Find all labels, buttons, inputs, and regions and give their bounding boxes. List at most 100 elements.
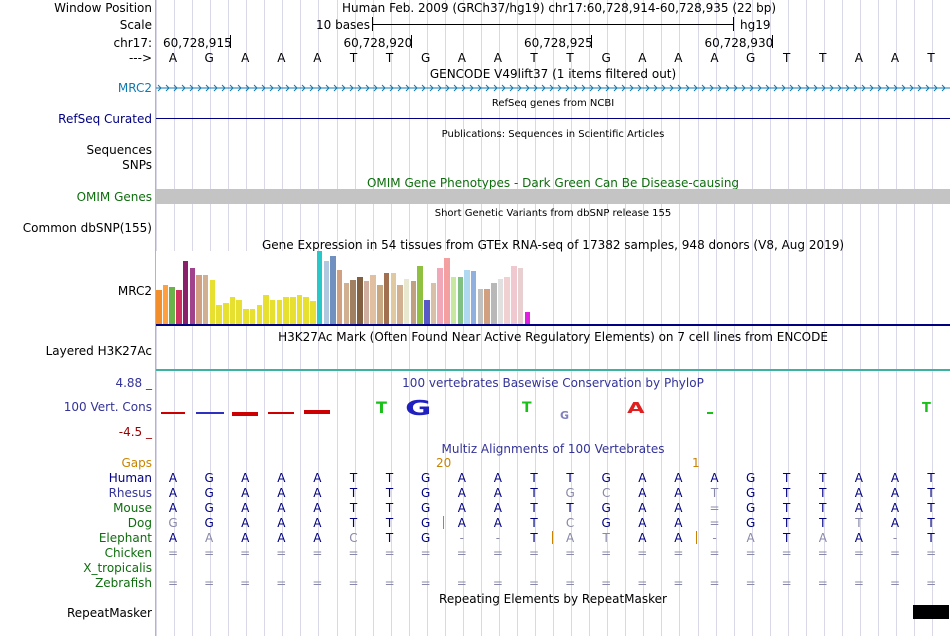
- gtex-tissue-bar[interactable]: [296, 294, 303, 324]
- multiz-track-title[interactable]: Multiz Alignments of 100 Vertebrates: [441, 442, 665, 456]
- conservation-logo[interactable]: T G T G A T: [156, 396, 950, 426]
- gtex-tissue-bar[interactable]: [276, 299, 283, 324]
- gtex-tissue-bar[interactable]: [524, 312, 530, 324]
- gtex-tissue-bar[interactable]: [403, 279, 410, 324]
- species-label-chicken[interactable]: Chicken: [104, 546, 152, 560]
- repeatmasker-track-label[interactable]: RepeatMasker: [66, 606, 152, 620]
- gtex-tissue-bar[interactable]: [397, 285, 403, 324]
- gtex-tissue-bar[interactable]: [470, 271, 477, 324]
- gtex-track-title[interactable]: Gene Expression in 54 tissues from GTEx …: [261, 238, 845, 252]
- aligned-base: G: [204, 501, 214, 515]
- aligned-base: C: [349, 531, 358, 545]
- conservation-track-label[interactable]: 100 Vert. Cons: [63, 400, 152, 414]
- position-tick-label: 60,728,925: [524, 36, 593, 50]
- gtex-tissue-bar[interactable]: [357, 277, 363, 324]
- publications-track-title[interactable]: Publications: Sequences in Scientific Ar…: [441, 129, 665, 140]
- gtex-tissue-bar[interactable]: [162, 285, 169, 324]
- species-label-elephant[interactable]: Elephant: [98, 531, 152, 545]
- cons-letter-a: A: [627, 399, 645, 417]
- species-label-dog[interactable]: Dog: [127, 516, 152, 530]
- gtex-tissue-bar[interactable]: [464, 270, 470, 324]
- gtex-tissue-bar[interactable]: [484, 288, 490, 324]
- gtex-tissue-bar[interactable]: [209, 280, 216, 324]
- gtex-tissue-bar[interactable]: [363, 281, 370, 324]
- aligned-base: A: [638, 516, 647, 530]
- gtex-tissue-bar[interactable]: [236, 299, 242, 324]
- gtex-tissue-bar[interactable]: [450, 277, 457, 324]
- gtex-tissue-bar[interactable]: [504, 277, 510, 324]
- repeatmasker-track-title[interactable]: Repeating Elements by RepeatMasker: [439, 592, 667, 606]
- gtex-tissue-bar[interactable]: [156, 289, 162, 324]
- aligned-base: A: [674, 501, 683, 515]
- gtex-tissue-bar[interactable]: [370, 275, 376, 324]
- gtex-tissue-bar[interactable]: [310, 300, 316, 324]
- gtex-tissue-bar[interactable]: [497, 279, 504, 324]
- gtex-tissue-bar[interactable]: [176, 289, 182, 324]
- gtex-tissue-bar[interactable]: [243, 309, 249, 324]
- omim-track-label[interactable]: OMIM Genes: [76, 190, 152, 204]
- gtex-tissue-bar[interactable]: [202, 275, 209, 324]
- gtex-tissue-bar[interactable]: [182, 260, 189, 324]
- gtex-tissue-bar[interactable]: [323, 260, 329, 324]
- gtex-tissue-bar[interactable]: [249, 309, 256, 324]
- gtex-tissue-bar[interactable]: [263, 294, 269, 324]
- sequences-track-label[interactable]: Sequences: [86, 143, 152, 157]
- gtex-tissue-bar[interactable]: [511, 265, 517, 324]
- species-label-rhesus[interactable]: Rhesus: [108, 486, 152, 500]
- gtex-tissue-bar[interactable]: [303, 296, 309, 324]
- gtex-tissue-bar[interactable]: [383, 273, 390, 324]
- refseq-track-title[interactable]: RefSeq genes from NCBI: [491, 98, 615, 109]
- gtex-tissue-bar[interactable]: [229, 296, 236, 324]
- gtex-tissue-bar[interactable]: [477, 288, 484, 324]
- gtex-tissue-bar[interactable]: [336, 270, 343, 324]
- gtex-tissue-bar[interactable]: [430, 283, 437, 324]
- scale-assembly: hg19: [740, 18, 771, 32]
- gtex-tissue-bar[interactable]: [424, 299, 430, 324]
- gtex-tissue-bar[interactable]: [390, 273, 396, 324]
- gtex-tissue-bar[interactable]: [283, 296, 289, 324]
- gtex-tissue-bar[interactable]: [410, 281, 417, 324]
- gtex-tissue-bar[interactable]: [343, 283, 350, 324]
- species-label-zebrafish[interactable]: Zebrafish: [95, 576, 152, 590]
- gtex-tissue-bar[interactable]: [223, 302, 229, 324]
- refseq-gene-feature[interactable]: [156, 118, 950, 119]
- gtex-tissue-bar[interactable]: [316, 251, 323, 324]
- snps-track-label[interactable]: SNPs: [122, 158, 152, 172]
- repeat-element-block[interactable]: [913, 605, 949, 619]
- species-label-mouse[interactable]: Mouse: [113, 501, 152, 515]
- aligned-base: G: [745, 501, 756, 515]
- h3k27ac-track-label[interactable]: Layered H3K27Ac: [45, 344, 152, 358]
- gtex-tissue-bar[interactable]: [444, 257, 450, 324]
- gtex-tissue-bar[interactable]: [290, 296, 296, 324]
- gencode-gene-feature[interactable]: [156, 82, 950, 94]
- gencode-track-title[interactable]: GENCODE V49lift37 (1 items filtered out): [429, 67, 677, 81]
- species-label-x-tropicalis[interactable]: X_tropicalis: [83, 561, 152, 575]
- gtex-track-label[interactable]: MRC2: [117, 284, 152, 298]
- gtex-tissue-bar[interactable]: [491, 283, 497, 324]
- gtex-tissue-bar[interactable]: [377, 285, 383, 324]
- aligned-base: A: [854, 531, 863, 545]
- refseq-track-label[interactable]: RefSeq Curated: [58, 112, 152, 126]
- omim-track-title[interactable]: OMIM Gene Phenotypes - Dark Green Can Be…: [366, 176, 740, 190]
- gtex-tissue-bar[interactable]: [169, 287, 175, 324]
- gencode-track-label[interactable]: MRC2: [117, 81, 152, 95]
- dbsnp-track-label[interactable]: Common dbSNP(155): [22, 221, 152, 235]
- gtex-tissue-bar[interactable]: [189, 267, 195, 324]
- gtex-tissue-bar[interactable]: [517, 267, 524, 324]
- gtex-tissue-bar[interactable]: [457, 277, 463, 324]
- gtex-tissue-bar[interactable]: [350, 280, 356, 324]
- gtex-tissue-bar[interactable]: [216, 304, 222, 324]
- gtex-tissue-bar[interactable]: [196, 275, 202, 324]
- gtex-expression-chart[interactable]: [156, 251, 536, 324]
- h3k27ac-track-title[interactable]: H3K27Ac Mark (Often Found Near Active Re…: [278, 330, 828, 344]
- gtex-tissue-bar[interactable]: [437, 267, 443, 324]
- species-label-human[interactable]: Human: [108, 471, 152, 485]
- gtex-tissue-bar[interactable]: [417, 265, 423, 324]
- conservation-track-title[interactable]: 100 vertebrates Basewise Conservation by…: [402, 376, 704, 390]
- gtex-tissue-bar[interactable]: [269, 299, 276, 324]
- omim-gene-bar[interactable]: [156, 189, 950, 204]
- gtex-tissue-bar[interactable]: [330, 255, 336, 324]
- dbsnp-track-title[interactable]: Short Genetic Variants from dbSNP releas…: [434, 208, 672, 219]
- reference-base: A: [457, 51, 466, 65]
- gtex-tissue-bar[interactable]: [256, 304, 262, 324]
